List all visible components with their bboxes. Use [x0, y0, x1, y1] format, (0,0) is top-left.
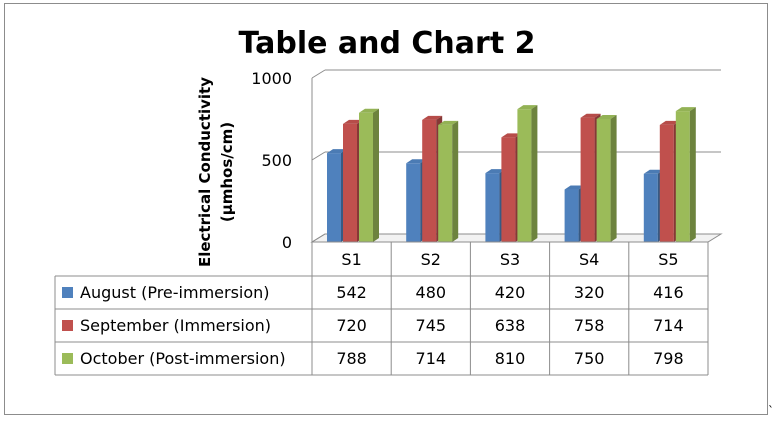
data-label: 720: [336, 316, 367, 335]
legend-swatch: [62, 287, 73, 298]
bar-top: [596, 115, 617, 119]
bar: [501, 137, 516, 242]
y-tick-label: 500: [261, 151, 292, 170]
bar-top: [675, 107, 696, 112]
x-tick-label: S1: [341, 250, 361, 269]
x-tick-label: S2: [421, 250, 441, 269]
legend-label: September (Immersion): [80, 316, 271, 335]
data-label: 745: [416, 316, 447, 335]
bar-side: [373, 108, 379, 242]
gridline-side: [311, 69, 326, 79]
bar: [564, 189, 579, 242]
bar-top: [643, 169, 664, 174]
bar-side: [452, 120, 459, 242]
bar-top: [501, 133, 522, 138]
y-tick-label: 0: [282, 233, 292, 252]
bar-top: [438, 120, 459, 125]
data-label: 420: [495, 283, 526, 302]
data-label: 542: [336, 283, 367, 302]
bar-top: [327, 149, 347, 154]
data-label: 788: [336, 349, 367, 368]
bar: [343, 123, 357, 242]
bar: [485, 173, 500, 242]
gridline-side: [311, 233, 326, 243]
bar: [596, 119, 611, 242]
x-tick-label: S4: [579, 250, 599, 269]
data-label: 798: [653, 349, 684, 368]
bar-side: [689, 107, 696, 243]
x-tick-label: S3: [500, 250, 520, 269]
bar: [438, 124, 453, 242]
data-label: 758: [574, 316, 605, 335]
data-label: 750: [574, 349, 605, 368]
legend-swatch: [62, 353, 73, 364]
bar: [406, 163, 421, 242]
data-table: S1 S2 S3 S4 S5 August (Pre-immersion) 542 480 42…: [54, 241, 709, 376]
bar-top: [517, 105, 538, 110]
legend-swatch: [62, 320, 73, 331]
y-axis-label-line2: (µmhos/cm): [218, 122, 236, 222]
data-label: 480: [416, 283, 447, 302]
data-label: 416: [653, 283, 684, 302]
bar: [659, 124, 674, 242]
bar: [643, 173, 658, 242]
bars: [327, 105, 696, 243]
bar: [517, 109, 532, 242]
bar: [327, 153, 341, 242]
bar-top: [580, 113, 601, 118]
y-axis-ticks: 0 500 1000: [251, 69, 292, 252]
bar-side: [610, 115, 617, 242]
bar-top: [485, 169, 506, 174]
bar: [359, 112, 373, 242]
bar-top: [406, 159, 427, 164]
bar-top: [564, 185, 585, 190]
legend-label: August (Pre-immersion): [80, 283, 270, 302]
data-label: 714: [416, 349, 447, 368]
chart-title: Table and Chart 2: [239, 26, 536, 61]
y-axis-label-line1: Electrical Conductivity: [196, 77, 214, 267]
bar: [675, 111, 690, 243]
bar-top: [422, 115, 443, 120]
y-tick-label: 1000: [251, 69, 292, 88]
data-label: 810: [495, 349, 526, 368]
bar-side: [531, 105, 538, 242]
bar-top: [659, 120, 680, 125]
corner-mark: `: [768, 404, 774, 418]
chart-frame: [4, 3, 768, 415]
x-tick-label: S5: [658, 250, 678, 269]
bar-top: [343, 119, 363, 124]
gridline-side: [311, 151, 326, 161]
data-label: 638: [495, 316, 526, 335]
bar: [422, 119, 437, 242]
data-label: 320: [574, 283, 605, 302]
bar-top: [359, 108, 379, 113]
data-label: 714: [653, 316, 684, 335]
legend-label: October (Post-immersion): [80, 349, 286, 368]
bar: [580, 117, 595, 242]
